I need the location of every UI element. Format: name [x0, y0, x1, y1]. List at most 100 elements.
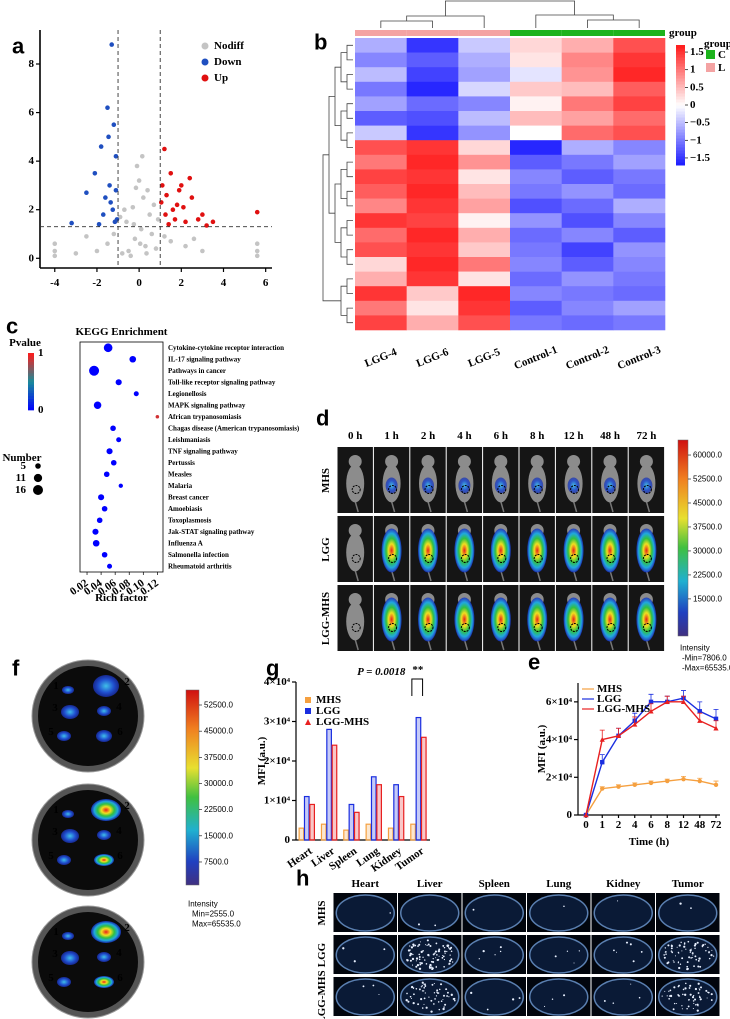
heatmap-cell: [355, 286, 407, 302]
heatmap-cell: [510, 67, 562, 83]
tumor-marker: [351, 554, 361, 563]
colony: [664, 990, 666, 992]
mouse-body: [346, 464, 365, 503]
point: [145, 187, 150, 193]
y-tick-label: 2×10⁴: [264, 755, 291, 767]
colorbar: [185, 689, 200, 886]
mouse-head: [421, 455, 435, 468]
organ: [91, 799, 121, 821]
colony: [446, 950, 448, 953]
colony: [431, 983, 434, 986]
time-label: 2 h: [421, 430, 435, 442]
colorbar-segment: [676, 114, 685, 118]
colony: [638, 996, 641, 999]
colony: [422, 949, 424, 952]
colony: [410, 997, 412, 999]
colony: [690, 907, 692, 909]
plate: [464, 894, 524, 932]
colony: [450, 993, 453, 996]
organ-number: 4: [116, 947, 122, 959]
colorbar-segment: [676, 87, 685, 91]
heatmap-cell: [613, 198, 666, 214]
colony: [444, 1003, 447, 1006]
heatmap-cell: [561, 140, 614, 156]
bubble: [103, 471, 110, 478]
colony: [418, 943, 421, 946]
intensity-min: Min=2555.0: [192, 910, 235, 919]
colorbar-segment: [28, 353, 34, 357]
colony: [443, 958, 446, 961]
plate: [529, 894, 589, 932]
colony: [563, 994, 566, 997]
colony: [450, 958, 453, 961]
heatmap-cell: [613, 125, 666, 141]
dendrogram: [346, 74, 353, 90]
colony: [630, 983, 632, 985]
point: [153, 246, 159, 251]
heatmap-cell: [510, 271, 562, 287]
tumor-marker: [533, 554, 543, 563]
y-tick-label: 4: [29, 155, 35, 167]
x-tick-label: 6: [648, 819, 654, 831]
legend-label: 5: [21, 460, 27, 472]
colony: [423, 997, 426, 1000]
heatmap-cell: [561, 227, 614, 243]
colony: [445, 988, 448, 991]
tumor-marker: [388, 485, 398, 494]
colorbar-segment: [676, 147, 685, 151]
heatmap-cell: [510, 213, 562, 229]
marker: [681, 776, 686, 782]
heatmap-cell: [561, 198, 614, 214]
bar: [343, 829, 349, 841]
heatmap-cell: [510, 257, 562, 272]
colony: [683, 945, 686, 948]
point: [170, 207, 176, 213]
colorbar-segment: [28, 392, 34, 397]
colony: [666, 962, 669, 965]
colorbar-label: −1: [690, 134, 702, 146]
point: [133, 185, 139, 191]
colony: [420, 986, 423, 988]
colony: [566, 950, 569, 952]
bar: [370, 776, 377, 841]
mouse-tail: [572, 501, 578, 513]
x-tick-label: 2: [179, 277, 185, 289]
time-label: 72 h: [636, 430, 656, 442]
colony: [670, 950, 673, 952]
colony: [702, 944, 704, 946]
heatmap-cell: [355, 169, 407, 185]
colony: [437, 958, 440, 961]
colony: [683, 943, 686, 945]
tumor-marker: [533, 623, 543, 632]
bar: [320, 823, 327, 841]
point: [189, 195, 195, 200]
colony: [448, 962, 451, 965]
colorbar-label: 15000.0: [693, 594, 722, 603]
legend-marker: [201, 58, 209, 66]
colorbar-label: 30000.0: [204, 779, 233, 788]
point: [210, 219, 216, 225]
colorbar-segment: [676, 90, 685, 94]
colony: [486, 1008, 489, 1011]
point: [113, 153, 119, 159]
bubble: [92, 539, 100, 547]
tumor-marker: [497, 485, 507, 494]
intensity-max: Max=65535.0: [192, 920, 241, 929]
colony: [414, 944, 417, 947]
colony: [684, 993, 687, 996]
colony: [429, 963, 432, 967]
colony: [418, 988, 421, 991]
bar: [387, 827, 394, 841]
colorbar-segment: [676, 102, 685, 106]
marker: [697, 709, 702, 714]
colony: [431, 967, 434, 970]
colony: [447, 991, 449, 994]
heatmap-cell: [561, 96, 614, 112]
organ: [94, 854, 114, 866]
panel-label: a: [12, 34, 25, 59]
point: [109, 42, 115, 47]
heatmap-cell: [355, 140, 407, 156]
colony: [661, 995, 663, 997]
heatmap-cell: [458, 96, 511, 112]
colony: [436, 991, 438, 993]
